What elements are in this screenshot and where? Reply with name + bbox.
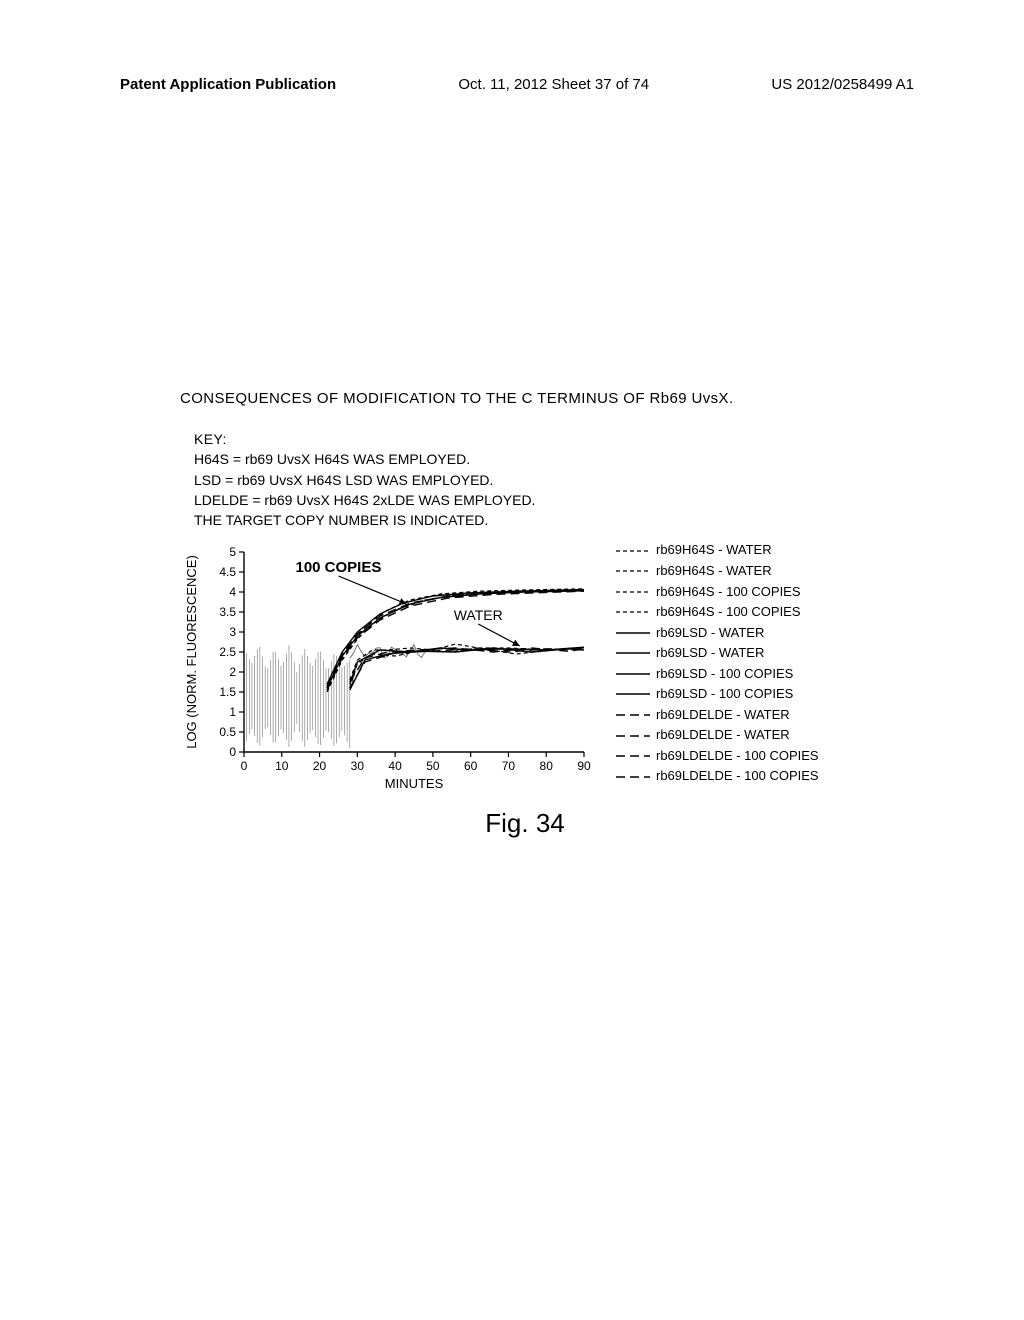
legend-item: rb69H64S - WATER xyxy=(616,561,819,582)
legend-swatch xyxy=(616,769,650,785)
legend-swatch xyxy=(616,707,650,723)
legend-label: rb69LSD - 100 COPIES xyxy=(656,664,793,685)
svg-text:MINUTES: MINUTES xyxy=(385,776,444,791)
fluorescence-chart: 00.511.522.533.544.550102030405060708090… xyxy=(180,544,610,804)
legend-item: rb69LSD - WATER xyxy=(616,623,819,644)
svg-text:50: 50 xyxy=(426,759,440,773)
key-label: KEY: xyxy=(194,429,940,449)
svg-text:4.5: 4.5 xyxy=(219,565,236,579)
legend-item: rb69LDELDE - 100 COPIES xyxy=(616,766,819,787)
svg-text:5: 5 xyxy=(229,545,236,559)
legend-swatch xyxy=(616,604,650,620)
svg-text:30: 30 xyxy=(351,759,365,773)
legend-label: rb69LDELDE - WATER xyxy=(656,705,790,726)
svg-text:70: 70 xyxy=(502,759,516,773)
legend-swatch xyxy=(616,543,650,559)
svg-text:1: 1 xyxy=(229,705,236,719)
figure-content: CONSEQUENCES OF MODIFICATION TO THE C TE… xyxy=(180,390,940,839)
chart-legend: rb69H64S - WATERrb69H64S - WATERrb69H64S… xyxy=(616,540,819,786)
legend-swatch xyxy=(616,666,650,682)
legend-label: rb69H64S - 100 COPIES xyxy=(656,582,801,603)
svg-text:40: 40 xyxy=(388,759,402,773)
legend-label: rb69H64S - WATER xyxy=(656,561,772,582)
svg-text:60: 60 xyxy=(464,759,478,773)
legend-label: rb69H64S - 100 COPIES xyxy=(656,602,801,623)
svg-text:1.5: 1.5 xyxy=(219,685,236,699)
svg-text:90: 90 xyxy=(577,759,591,773)
svg-text:0.5: 0.5 xyxy=(219,725,236,739)
legend-swatch xyxy=(616,686,650,702)
header-left: Patent Application Publication xyxy=(120,76,336,93)
legend-label: rb69LDELDE - WATER xyxy=(656,725,790,746)
legend-item: rb69LSD - 100 COPIES xyxy=(616,664,819,685)
legend-item: rb69LDELDE - WATER xyxy=(616,725,819,746)
legend-label: rb69LSD - WATER xyxy=(656,643,764,664)
svg-text:80: 80 xyxy=(540,759,554,773)
legend-label: rb69LDELDE - 100 COPIES xyxy=(656,766,819,787)
svg-text:0: 0 xyxy=(229,745,236,759)
header-right: US 2012/0258499 A1 xyxy=(771,76,914,93)
legend-item: rb69LDELDE - 100 COPIES xyxy=(616,746,819,767)
legend-swatch xyxy=(616,584,650,600)
key-line: H64S = rb69 UvsX H64S WAS EMPLOYED. xyxy=(194,449,940,469)
svg-text:100 COPIES: 100 COPIES xyxy=(295,559,381,576)
svg-text:10: 10 xyxy=(275,759,289,773)
svg-text:LOG (NORM. FLUORESCENCE): LOG (NORM. FLUORESCENCE) xyxy=(184,556,199,750)
page-header: Patent Application Publication Oct. 11, … xyxy=(0,76,1024,93)
chart-area: 00.511.522.533.544.550102030405060708090… xyxy=(180,544,940,804)
legend-swatch xyxy=(616,563,650,579)
key-line: THE TARGET COPY NUMBER IS INDICATED. xyxy=(194,510,940,530)
legend-label: rb69H64S - WATER xyxy=(656,540,772,561)
svg-text:4: 4 xyxy=(229,585,236,599)
legend-item: rb69LSD - 100 COPIES xyxy=(616,684,819,705)
legend-label: rb69LDELDE - 100 COPIES xyxy=(656,746,819,767)
legend-item: rb69LDELDE - WATER xyxy=(616,705,819,726)
figure-number: Fig. 34 xyxy=(110,808,940,839)
legend-swatch xyxy=(616,728,650,744)
figure-title: CONSEQUENCES OF MODIFICATION TO THE C TE… xyxy=(180,390,940,407)
key-block: KEY: H64S = rb69 UvsX H64S WAS EMPLOYED.… xyxy=(194,429,940,530)
legend-label: rb69LSD - 100 COPIES xyxy=(656,684,793,705)
legend-swatch xyxy=(616,645,650,661)
legend-swatch xyxy=(616,625,650,641)
key-line: LSD = rb69 UvsX H64S LSD WAS EMPLOYED. xyxy=(194,470,940,490)
svg-text:2.5: 2.5 xyxy=(219,645,236,659)
svg-text:WATER: WATER xyxy=(454,607,503,623)
legend-item: rb69H64S - WATER xyxy=(616,540,819,561)
svg-text:0: 0 xyxy=(241,759,248,773)
header-center: Oct. 11, 2012 Sheet 37 of 74 xyxy=(458,76,649,93)
svg-text:20: 20 xyxy=(313,759,327,773)
legend-item: rb69H64S - 100 COPIES xyxy=(616,582,819,603)
svg-text:2: 2 xyxy=(229,665,236,679)
key-line: LDELDE = rb69 UvsX H64S 2xLDE WAS EMPLOY… xyxy=(194,490,940,510)
svg-text:3.5: 3.5 xyxy=(219,605,236,619)
legend-label: rb69LSD - WATER xyxy=(656,623,764,644)
legend-item: rb69H64S - 100 COPIES xyxy=(616,602,819,623)
svg-text:3: 3 xyxy=(229,625,236,639)
legend-swatch xyxy=(616,748,650,764)
legend-item: rb69LSD - WATER xyxy=(616,643,819,664)
